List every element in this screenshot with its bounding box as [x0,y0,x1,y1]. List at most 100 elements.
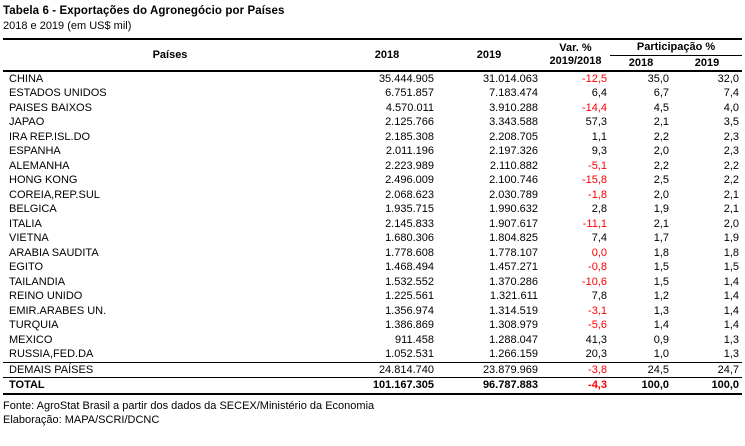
share-2018-cell: 1,8 [653,246,669,259]
col-header-participacao-2019: 2019 [672,55,743,72]
col-header-participacao-2018: 2018 [610,55,672,72]
share-2019-cell: 32,0 [717,72,740,85]
value-2018-cell: 24.814.740 [337,361,437,378]
table-subtitle: 2018 e 2019 (em US$ mil) [3,20,132,32]
country-cell: CHINA [9,72,44,85]
value-2019-cell: 1.370.286 [489,275,538,288]
value-2019-cell: 1.457.271 [489,261,538,273]
value-2018-cell: 1.680.306 [385,232,434,244]
value-2018-cell: 1.532.552 [385,275,434,288]
col-header-var-line2: 2019/2018 [549,54,602,67]
value-2019-cell: 31.014.063 [482,72,538,85]
col-header-var-line1: Var. % [559,42,592,55]
table-row: COREIA,REP.SUL 2.068.623 2.030.789 -1,8 2,0 2… [3,188,742,203]
value-2018-cell: 911.458 [395,333,434,346]
value-2018-cell: 2.068.623 [385,188,434,201]
exports-by-country-table: Países 2018 2019 Var. % 2019/2018 Partic… [3,38,743,395]
country-cell: HONG KONG [9,174,78,186]
value-2018-cell: 1.052.531 [385,348,434,360]
value-2019-cell: 1.778.107 [489,246,538,259]
table-row: RUSSIA,FED.DA 1.052.531 1.266.159 20,3 1,0 1,… [3,347,742,362]
share-2018-cell: 1,4 [653,319,669,331]
table-row: ARABIA SAUDITA 1.778.608 1.778.107 0,0 1,8 1,… [3,246,742,261]
share-2019-cell: 2,2 [723,159,740,172]
value-2019-cell: 1.308.979 [489,319,538,331]
var-pct-cell: 1,1 [591,130,607,143]
share-2018-cell: 1,0 [653,348,669,360]
var-pct-cell: -4,3 [541,377,610,395]
var-pct-cell: 0,0 [591,246,607,259]
country-cell: TURQUIA [9,319,59,331]
country-cell: ALEMANHA [9,159,70,172]
var-pct-cell: -1,8 [588,188,607,201]
value-2018-cell: 4.570.011 [385,101,434,114]
country-cell: PAISES BAIXOS [9,101,92,114]
total-row: TOTAL 101.167.305 96.787.883 -4,3 100,0 100,0 [3,377,743,395]
value-2019-cell: 7.183.474 [489,87,538,99]
country-cell: IRA REP.ISL.DO [9,130,91,143]
share-2019-cell: 7,4 [723,87,740,99]
share-2018-cell: 1,5 [653,275,669,288]
var-pct-cell: 41,3 [585,333,607,346]
var-pct-cell: -11,1 [582,217,607,230]
table-row: TAILANDIA 1.532.552 1.370.286 -10,6 1,5 1,4 [3,275,742,290]
value-2018-cell: 35.444.905 [378,72,434,85]
value-2018-cell: 2.223.989 [385,159,434,172]
col-header-participacao: Participação % [610,39,743,56]
share-2019-cell: 24,7 [672,361,743,378]
share-2018-cell: 1,7 [653,232,669,244]
col-header-var-pct: Var. % 2019/2018 [541,39,610,72]
share-2019-cell: 1,4 [723,275,740,288]
share-2019-cell: 1,4 [723,304,740,317]
share-2019-cell: 1,3 [723,333,740,346]
share-2018-cell: 1,2 [653,290,669,302]
table-row: JAPAO 2.125.766 3.343.588 57,3 2,1 3,5 [3,115,742,130]
value-2018-cell: 1.356.974 [385,304,434,317]
value-2018-cell: 2.496.009 [385,174,434,186]
value-2019-cell: 23.879.969 [437,361,541,378]
var-pct-cell: 57,3 [585,116,607,128]
country-cell: EMIR.ARABES UN. [9,304,107,317]
table-row: ALEMANHA 2.223.989 2.110.882 -5,1 2,2 2,2 [3,159,742,174]
var-pct-cell: 9,3 [591,145,607,157]
value-2019-cell: 1.314.519 [489,304,538,317]
country-cell: TOTAL [3,377,337,395]
share-2018-cell: 1,9 [653,203,669,215]
var-pct-cell: -3,1 [588,304,607,317]
value-2019-cell: 3.343.588 [489,116,538,128]
value-2019-cell: 3.910.288 [489,101,538,114]
share-2018-cell: 1,3 [653,304,669,317]
country-cell: TAILANDIA [9,275,66,288]
var-pct-cell: -10,6 [581,275,607,288]
table-row: IRA REP.ISL.DO 2.185.308 2.208.705 1,1 2,2 2,… [3,130,742,145]
table-row: REINO UNIDO 1.225.561 1.321.611 7,8 1,2 1,4 [3,289,742,304]
source-note: Fonte: AgroStat Brasil a partir dos dado… [3,399,375,412]
table-title: Tabela 6 - Exportações do Agronegócio po… [3,5,285,17]
country-cell: MEXICO [9,333,53,346]
country-cell: BELGICA [9,203,57,215]
share-2018-cell: 2,2 [653,159,669,172]
country-cell: ARABIA SAUDITA [9,246,99,259]
share-2019-cell: 3,5 [723,116,740,128]
var-pct-cell: -14,4 [581,101,607,114]
share-2018-cell: 2,0 [653,188,669,201]
report-page: Tabela 6 - Exportações do Agronegócio po… [3,5,743,426]
share-2018-cell: 35,0 [647,72,669,85]
value-2019-cell: 2.110.882 [489,159,538,172]
country-cell: RUSSIA,FED.DA [9,348,94,360]
share-2019-cell: 4,0 [723,101,740,114]
value-2018-cell: 2.011.196 [385,145,434,157]
share-2019-cell: 1,9 [723,232,740,244]
share-2019-cell: 2,3 [723,145,740,157]
var-pct-cell: -0,8 [588,261,607,273]
country-cell: COREIA,REP.SUL [9,188,100,201]
share-2018-cell: 2,1 [653,116,669,128]
share-2019-cell: 2,3 [723,130,740,143]
value-2018-cell: 1.778.608 [385,246,434,259]
share-2019-cell: 1,8 [723,246,740,259]
value-2019-cell: 2.197.326 [489,145,538,157]
value-2018-cell: 2.145.833 [385,217,434,230]
share-2018-cell: 2,2 [653,130,669,143]
share-2019-cell: 1,4 [723,319,740,331]
var-pct-cell: 7,8 [591,290,607,302]
